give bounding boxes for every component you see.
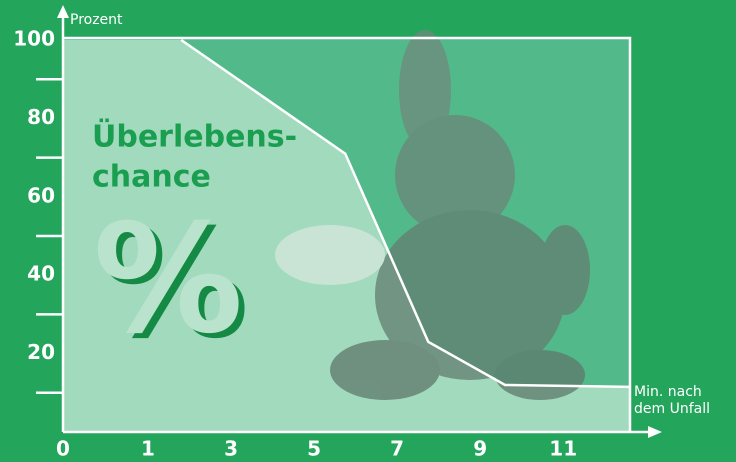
x-tick-label: 7 bbox=[390, 437, 404, 461]
x-axis-label: dem Unfall bbox=[634, 401, 710, 417]
y-tick-label: 20 bbox=[27, 340, 55, 364]
x-tick-label: 9 bbox=[473, 437, 487, 461]
y-tick-label: 100 bbox=[13, 27, 55, 51]
page: Überlebens- chance % % Prozent Min. nach… bbox=[0, 0, 736, 462]
origin-label: 0 bbox=[56, 437, 70, 461]
chart: Überlebens- chance % % Prozent Min. nach… bbox=[0, 0, 736, 462]
percent-symbol: % bbox=[93, 193, 243, 367]
x-tick-label: 11 bbox=[549, 437, 577, 461]
x-axis-label: Min. nach bbox=[634, 384, 702, 400]
x-tick-label: 3 bbox=[224, 437, 238, 461]
x-tick-label: 1 bbox=[141, 437, 155, 461]
y-tick-label: 80 bbox=[27, 105, 55, 129]
y-tick-label: 60 bbox=[27, 183, 55, 207]
annotation: chance bbox=[92, 160, 211, 195]
annotation: Überlebens- bbox=[92, 118, 297, 155]
y-axis-label: Prozent bbox=[70, 12, 123, 28]
x-tick-label: 5 bbox=[307, 437, 321, 461]
y-tick-label: 40 bbox=[27, 262, 55, 286]
